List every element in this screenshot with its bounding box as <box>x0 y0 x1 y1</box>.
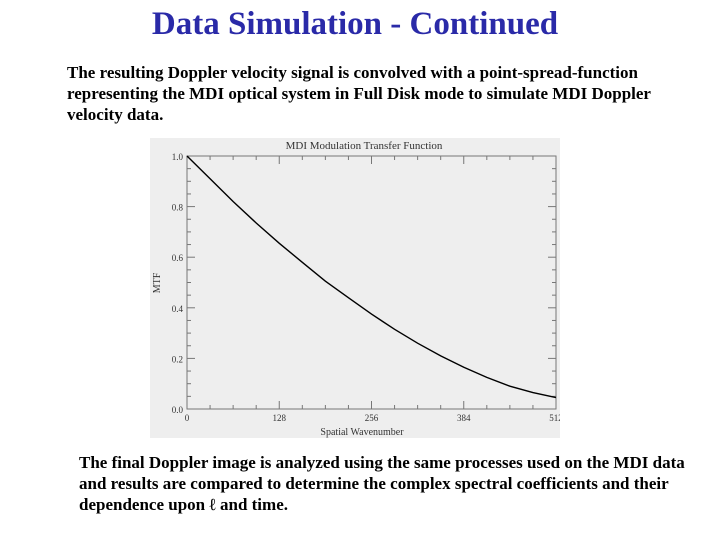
x-tick-label: 128 <box>273 413 287 423</box>
y-tick-label: 0.2 <box>172 354 183 364</box>
mtf-chart: MDI Modulation Transfer Function 0.0 0.2 0… <box>150 138 560 438</box>
chart-background <box>150 138 560 438</box>
x-tick-label: 384 <box>457 413 471 423</box>
y-axis-label: MTF <box>152 272 163 293</box>
series-line-mtf <box>186 155 557 399</box>
chart-title: MDI Modulation Transfer Function <box>286 140 443 152</box>
y-tick-label: 0.4 <box>172 304 184 314</box>
intro-paragraph: The resulting Doppler velocity signal is… <box>67 63 651 124</box>
y-tick-label: 0.8 <box>172 203 184 213</box>
y-tick-label: 0.0 <box>172 405 184 415</box>
x-axis-ticks: 0 128 256 384 512 <box>185 156 560 423</box>
slide-title: Data Simulation - Continued <box>151 6 559 42</box>
conclusion-paragraph: The final Doppler image is analyzed usin… <box>79 453 685 514</box>
x-tick-label: 256 <box>365 413 379 423</box>
y-tick-label: 1.0 <box>172 152 184 162</box>
y-axis-ticks: 0.0 0.2 0.4 0.6 0.8 1.0 <box>172 152 556 415</box>
y-tick-label: 0.6 <box>172 253 184 263</box>
mtf-chart-svg: MDI Modulation Transfer Function 0.00.20… <box>150 138 560 438</box>
x-tick-label: 512 <box>549 413 560 423</box>
x-tick-label: 0 <box>185 413 190 423</box>
x-axis-label: Spatial Wavenumber <box>320 427 404 438</box>
